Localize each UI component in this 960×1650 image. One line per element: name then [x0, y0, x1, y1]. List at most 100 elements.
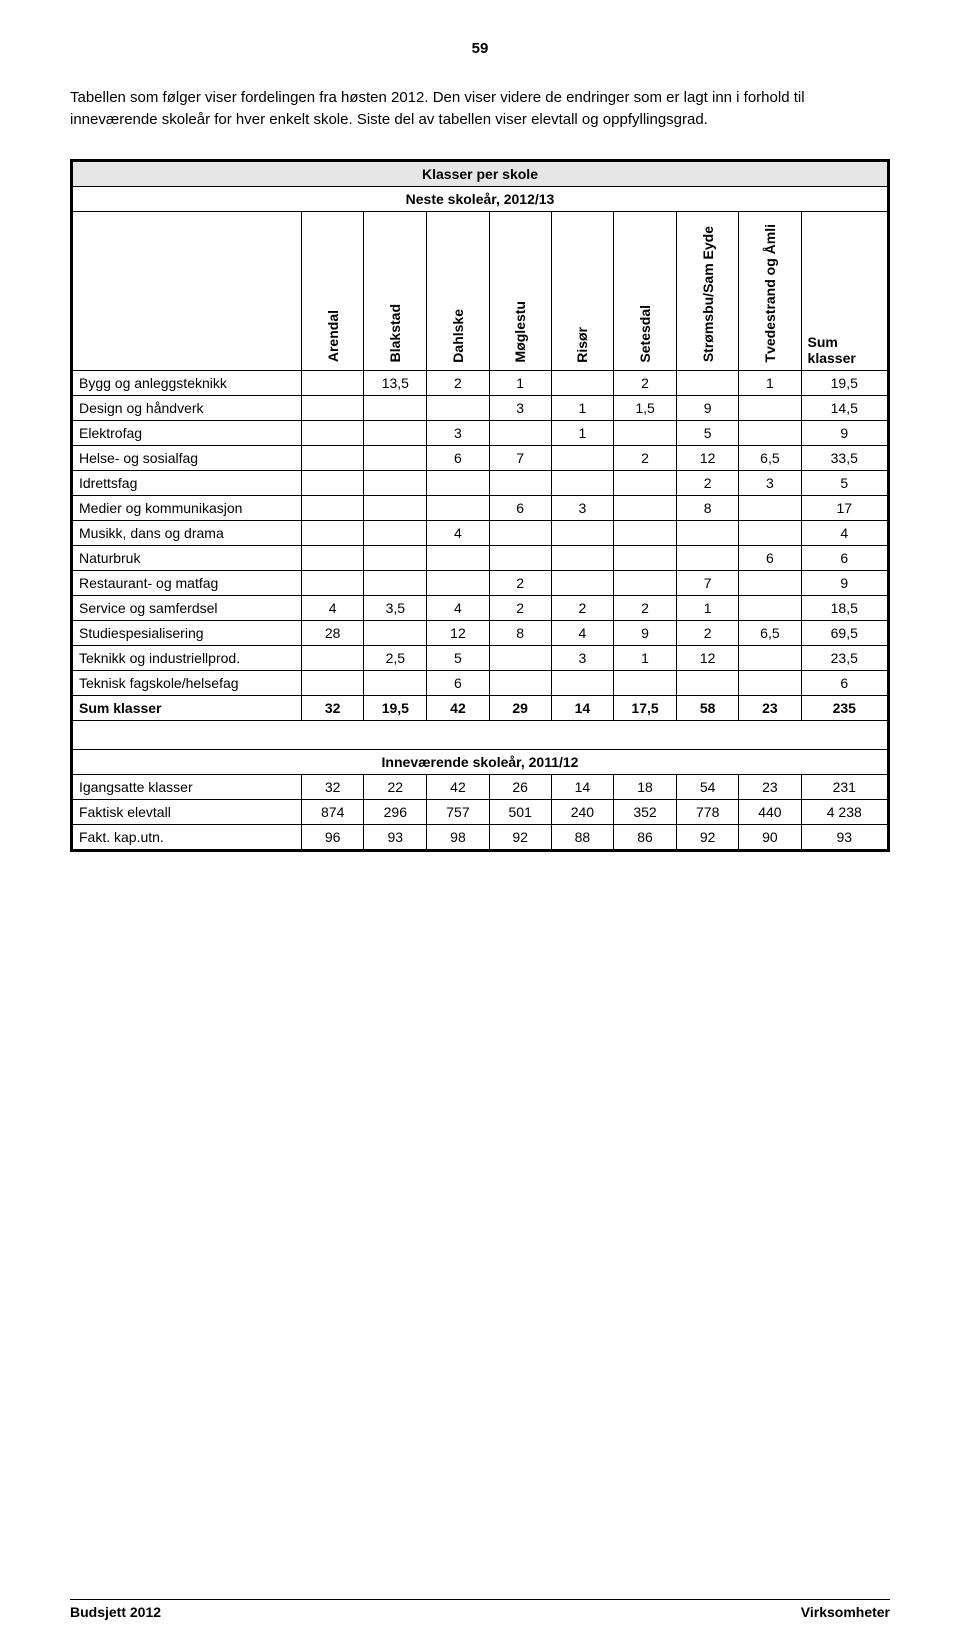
cell: 12 [677, 645, 739, 670]
cell [614, 545, 677, 570]
cell: 440 [739, 799, 801, 824]
cell: 14 [551, 774, 613, 799]
cell: 2 [427, 370, 489, 395]
cell [739, 595, 801, 620]
cell [302, 470, 364, 495]
col-header-arendal: Arendal [302, 211, 364, 370]
cell [364, 420, 427, 445]
sum-cell: 17,5 [614, 695, 677, 720]
cell [677, 370, 739, 395]
row-label: Service og samferdsel [72, 595, 302, 620]
cell: 1 [677, 595, 739, 620]
cell [614, 670, 677, 695]
col-header-sum: Sum klasser [801, 211, 888, 370]
col-header-dahlske: Dahlske [427, 211, 489, 370]
cell [739, 670, 801, 695]
row-label: Musikk, dans og drama [72, 520, 302, 545]
cell: 2 [551, 595, 613, 620]
row-label: Idrettsfag [72, 470, 302, 495]
cell: 1 [551, 395, 613, 420]
cell [364, 570, 427, 595]
col-header-setesdal: Setesdal [614, 211, 677, 370]
cell: 2 [614, 445, 677, 470]
cell: 1 [551, 420, 613, 445]
cell [364, 395, 427, 420]
cell [364, 520, 427, 545]
cell [489, 470, 551, 495]
cell: 88 [551, 824, 613, 850]
cell: 352 [614, 799, 677, 824]
cell: 757 [427, 799, 489, 824]
cell: 6 [739, 545, 801, 570]
row-label: Faktisk elevtall [72, 799, 302, 824]
sum-cell: 19,5 [364, 695, 427, 720]
sum-cell: 29 [489, 695, 551, 720]
cell [614, 470, 677, 495]
cell: 5 [801, 470, 888, 495]
cell [614, 570, 677, 595]
cell: 9 [801, 420, 888, 445]
cell: 92 [489, 824, 551, 850]
cell [427, 570, 489, 595]
cell [427, 470, 489, 495]
cell: 42 [427, 774, 489, 799]
cell: 2,5 [364, 645, 427, 670]
cell: 2 [489, 570, 551, 595]
cell: 18 [614, 774, 677, 799]
cell: 92 [677, 824, 739, 850]
cell [489, 420, 551, 445]
page-footer: Budsjett 2012 Virksomheter [70, 1599, 890, 1620]
col-header-stromsbu: Strømsbu/Sam Eyde [677, 211, 739, 370]
row-label: Teknisk fagskole/helsefag [72, 670, 302, 695]
row-label: Helse- og sosialfag [72, 445, 302, 470]
col-header-blakstad: Blakstad [364, 211, 427, 370]
cell [739, 570, 801, 595]
sum-cell: 58 [677, 695, 739, 720]
cell: 98 [427, 824, 489, 850]
cell: 13,5 [364, 370, 427, 395]
row-label: Medier og kommunikasjon [72, 495, 302, 520]
cell [614, 495, 677, 520]
cell: 17 [801, 495, 888, 520]
cell: 231 [801, 774, 888, 799]
cell: 874 [302, 799, 364, 824]
table-title: Klasser per skole [72, 160, 889, 186]
cell: 5 [677, 420, 739, 445]
cell: 1 [489, 370, 551, 395]
cell: 93 [364, 824, 427, 850]
cell [302, 370, 364, 395]
cell [364, 495, 427, 520]
cell: 23 [739, 774, 801, 799]
row-label: Fakt. kap.utn. [72, 824, 302, 850]
cell: 2 [614, 595, 677, 620]
footer-right: Virksomheter [801, 1604, 890, 1620]
cell: 33,5 [801, 445, 888, 470]
cell: 12 [677, 445, 739, 470]
section2-title: Inneværende skoleår, 2011/12 [72, 749, 889, 774]
intro-paragraph: Tabellen som følger viser fordelingen fr… [70, 87, 890, 131]
cell: 4 [427, 595, 489, 620]
sum-cell: 23 [739, 695, 801, 720]
cell: 7 [677, 570, 739, 595]
cell: 69,5 [801, 620, 888, 645]
cell: 4 [427, 520, 489, 545]
cell [551, 370, 613, 395]
cell: 6 [801, 670, 888, 695]
cell [489, 520, 551, 545]
sum-row-label: Sum klasser [72, 695, 302, 720]
cell [739, 520, 801, 545]
cell [302, 545, 364, 570]
class-table: Klasser per skole Neste skoleår, 2012/13… [70, 159, 890, 852]
cell: 8 [677, 495, 739, 520]
sum-cell: 42 [427, 695, 489, 720]
col-header-tvedestrand: Tvedestrand og Åmli [739, 211, 801, 370]
row-label: Elektrofag [72, 420, 302, 445]
row-label: Design og håndverk [72, 395, 302, 420]
cell: 778 [677, 799, 739, 824]
cell [302, 645, 364, 670]
cell: 19,5 [801, 370, 888, 395]
cell: 296 [364, 799, 427, 824]
cell [427, 495, 489, 520]
cell [302, 420, 364, 445]
cell: 2 [489, 595, 551, 620]
